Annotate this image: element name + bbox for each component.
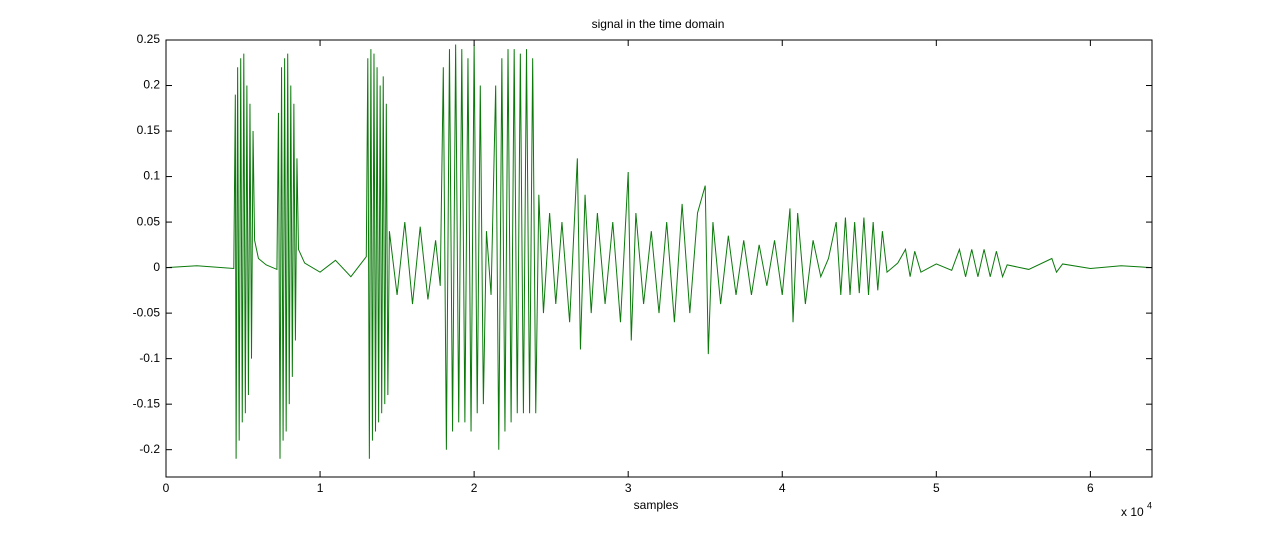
x-multiplier-exponent: 4	[1147, 500, 1152, 510]
y-tick-label: -0.1	[139, 351, 160, 365]
x-tick-label: 1	[317, 481, 324, 495]
y-tick-label: -0.05	[133, 305, 161, 319]
x-multiplier: x 10	[1121, 505, 1144, 519]
y-tick-label: 0	[153, 260, 160, 274]
y-tick-label: 0.1	[143, 169, 160, 183]
x-tick-label: 4	[779, 481, 786, 495]
plot-area	[166, 44, 1152, 459]
x-tick-label: 0	[163, 481, 170, 495]
y-tick-label: 0.15	[137, 123, 161, 137]
x-tick-label: 5	[933, 481, 940, 495]
x-tick-label: 2	[471, 481, 478, 495]
x-tick-label: 6	[1087, 481, 1094, 495]
axes-box	[165, 39, 1153, 478]
y-tick-label: 0.25	[137, 32, 161, 46]
y-tick-label: 0.2	[143, 78, 160, 92]
x-tick-label: 3	[625, 481, 632, 495]
chart-title: signal in the time domain	[592, 17, 725, 31]
y-tick-label: 0.05	[137, 214, 161, 228]
signal-line	[166, 44, 1152, 459]
x-axis-label: samples	[634, 498, 679, 512]
y-tick-label: -0.15	[133, 396, 161, 410]
y-tick-label: -0.2	[139, 442, 160, 456]
